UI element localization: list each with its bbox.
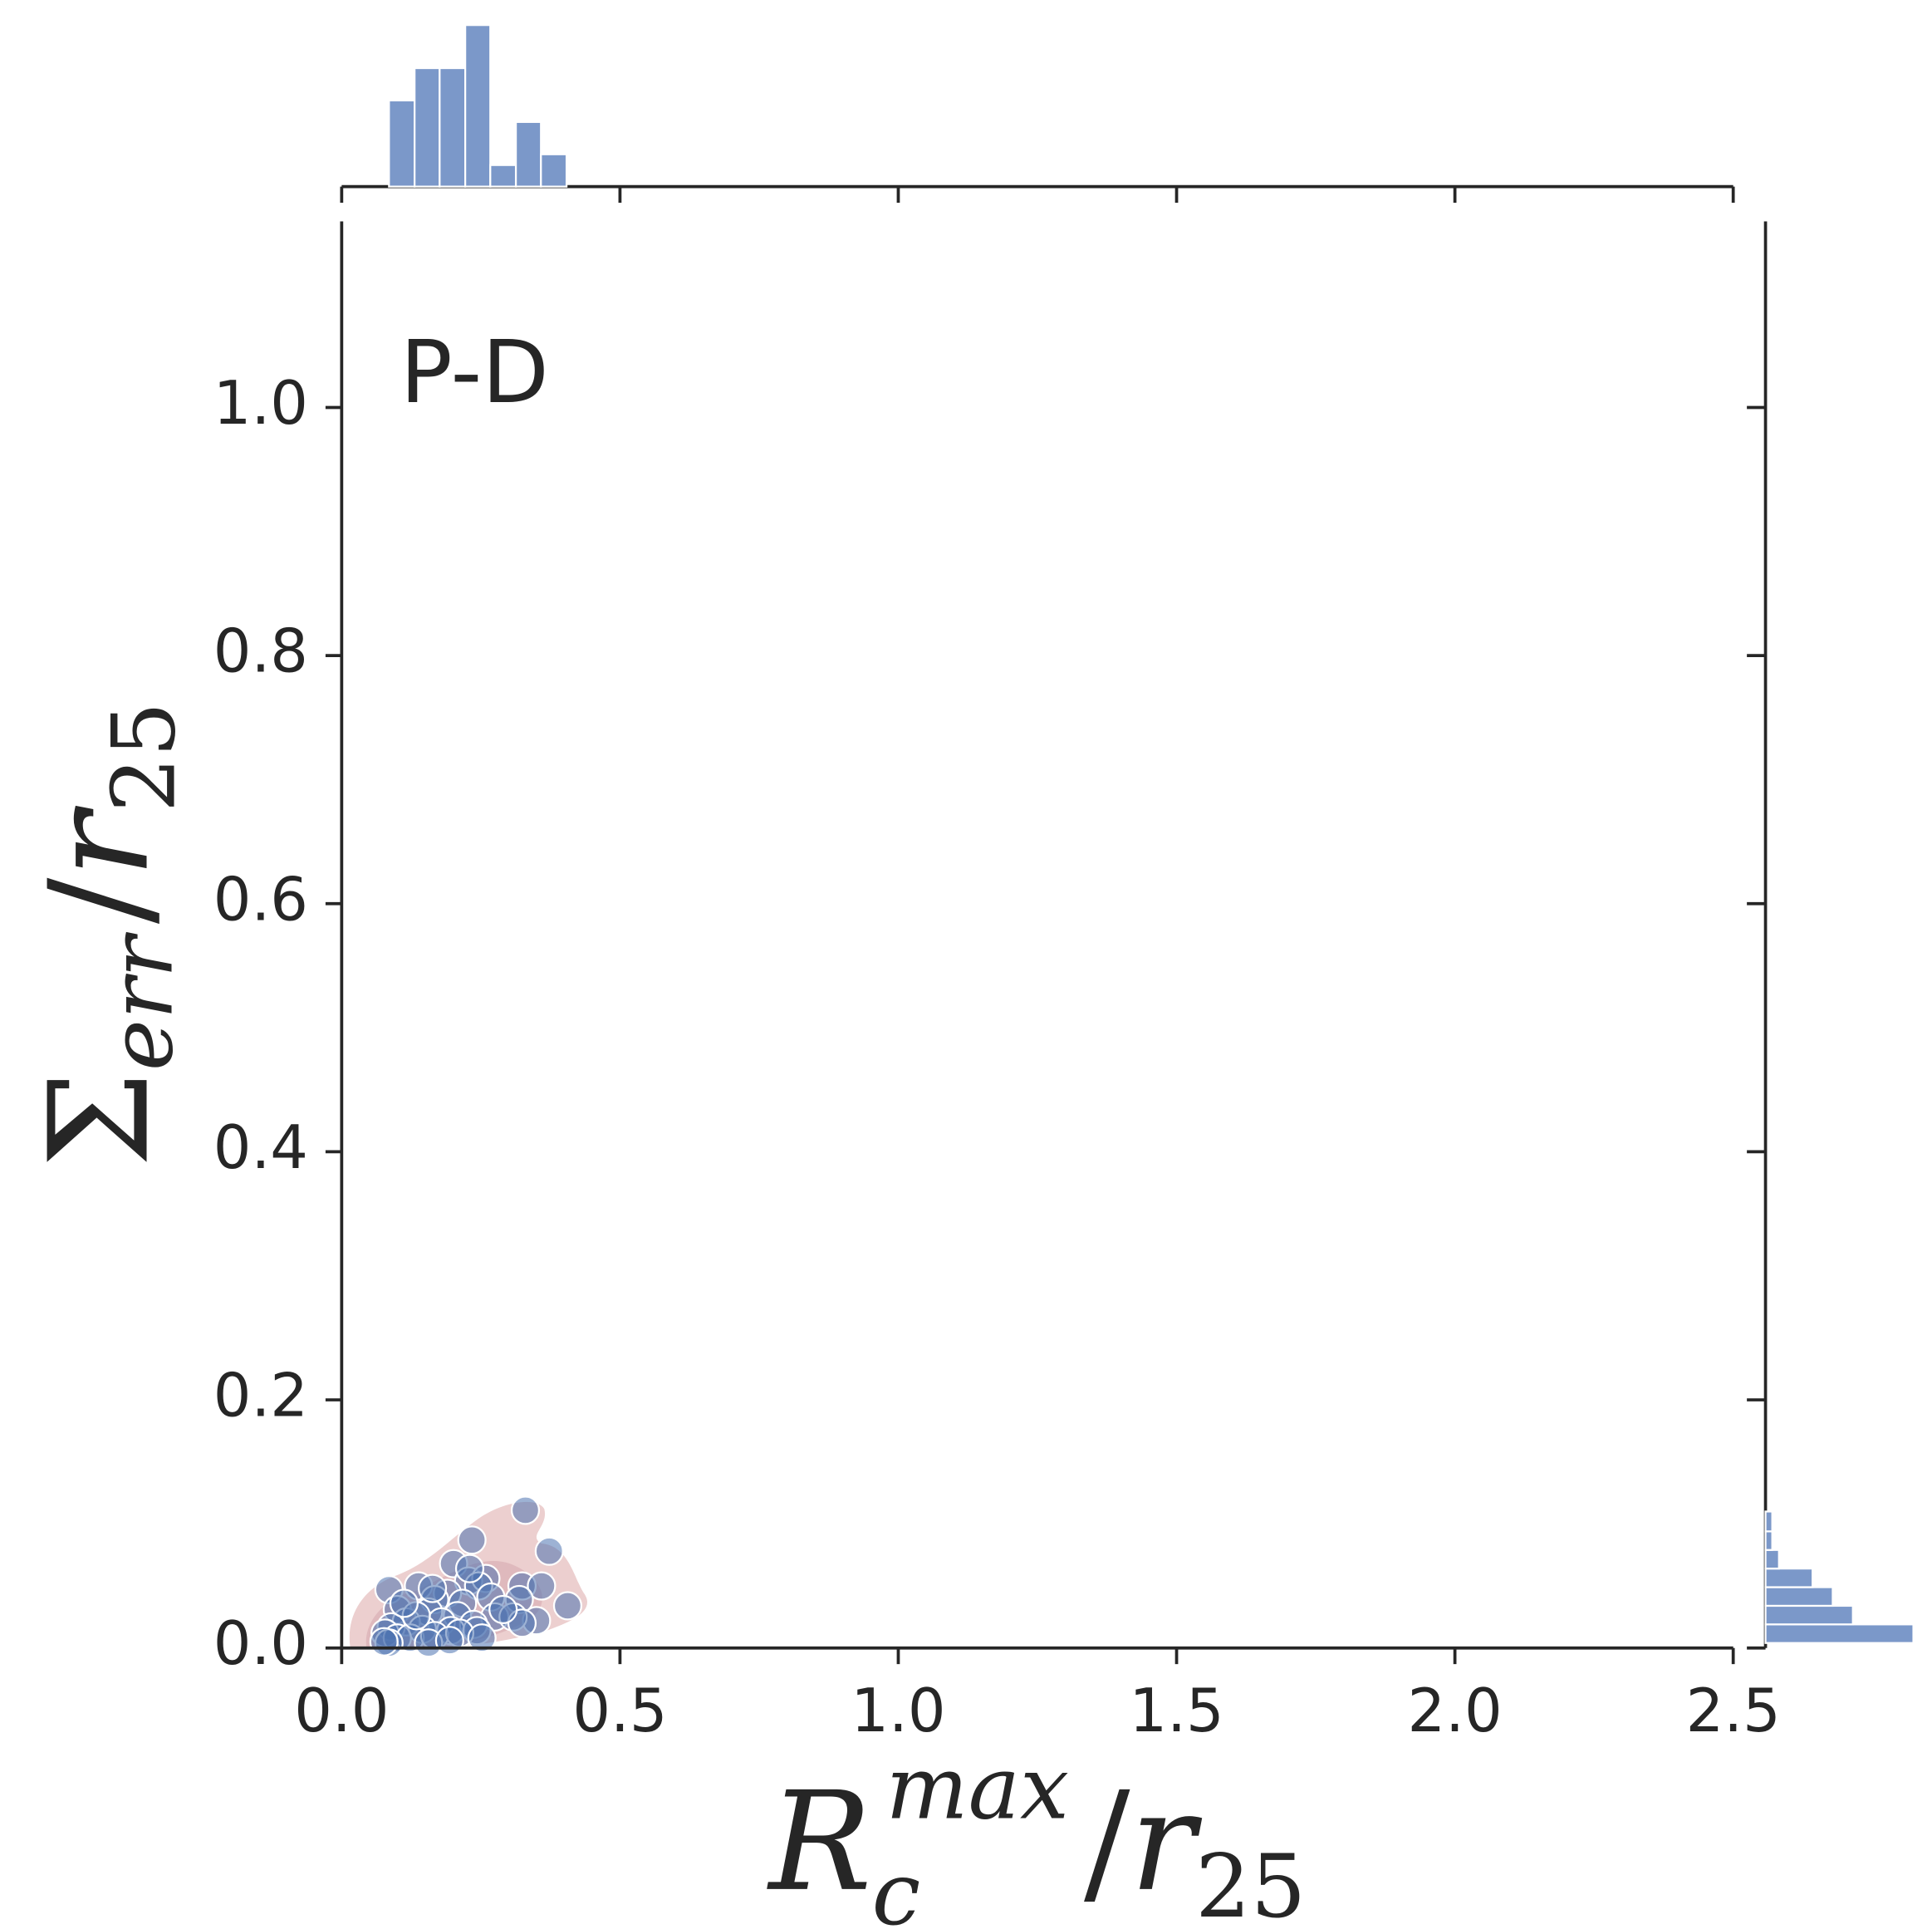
- histogram-bar: [388, 99, 416, 188]
- histogram-bar: [489, 164, 517, 188]
- y-tick-label: 1.0: [213, 368, 308, 438]
- scatter-point: [527, 1571, 557, 1601]
- histogram-bar: [1764, 1530, 1773, 1551]
- x-tick-label: 1.0: [851, 1676, 945, 1745]
- y-tick-label: 0.4: [213, 1112, 308, 1182]
- scatter-point: [389, 1588, 419, 1618]
- x-tick-label: 0.5: [572, 1676, 667, 1745]
- x-tick-label: 0.0: [294, 1676, 389, 1745]
- histogram-bar: [540, 153, 568, 188]
- scatter-point: [510, 1495, 541, 1525]
- x-axis-label: Rcmax/r25: [767, 1738, 1307, 1929]
- histogram-bar: [1764, 1623, 1915, 1644]
- histogram-bar: [439, 66, 467, 188]
- y-tick-label: 0.2: [213, 1361, 308, 1431]
- scatter-point: [454, 1554, 485, 1583]
- scatter-point: [369, 1627, 399, 1657]
- plot-area: [369, 1495, 582, 1658]
- y-tick-label: 0.6: [213, 864, 308, 934]
- y-tick-label: 0.8: [213, 616, 308, 686]
- histogram-bar: [1764, 1586, 1834, 1608]
- histogram-bar: [1764, 1604, 1854, 1626]
- histogram-bar: [514, 120, 542, 188]
- histogram-bar: [1764, 1568, 1814, 1588]
- y-axis-label: Σerr/r25: [20, 702, 195, 1168]
- histogram-bar: [1764, 1510, 1773, 1533]
- scatter-point: [552, 1591, 582, 1621]
- scatter-point: [488, 1594, 518, 1624]
- scatter-point: [457, 1525, 487, 1555]
- histogram-bar: [414, 66, 441, 188]
- scatter-point: [467, 1623, 497, 1653]
- x-tick-label: 2.0: [1408, 1676, 1503, 1745]
- x-tick-label: 2.5: [1686, 1676, 1781, 1745]
- annotation: P-D: [400, 322, 549, 423]
- y-tick-label: 0.0: [213, 1608, 308, 1678]
- scatter-point: [534, 1536, 564, 1566]
- histogram-bar: [463, 24, 492, 188]
- scatter-point: [418, 1573, 448, 1603]
- x-tick-label: 1.5: [1129, 1676, 1223, 1745]
- scatter-point: [434, 1626, 464, 1656]
- histogram-bar: [1764, 1549, 1780, 1570]
